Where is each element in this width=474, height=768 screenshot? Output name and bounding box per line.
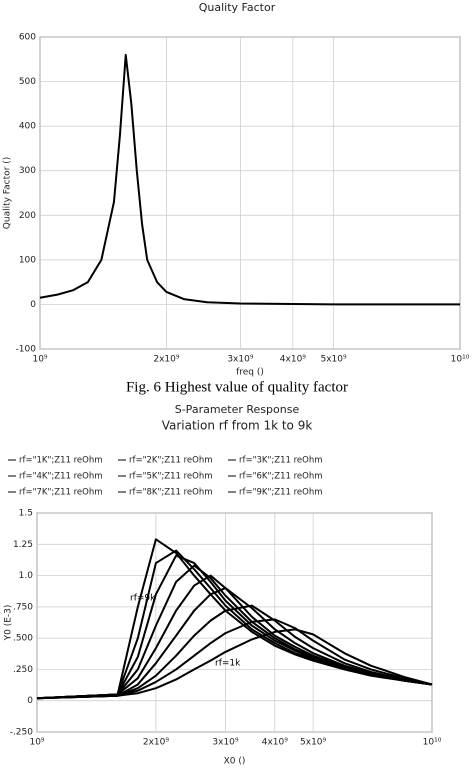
x-axis-label: X0 () <box>224 757 246 767</box>
y-tick-label: 400 <box>19 122 36 132</box>
y-tick-label: 1.5 <box>19 509 33 519</box>
figure-caption: Fig. 6 Highest value of quality factor <box>126 379 348 395</box>
legend-label: rf="7K";Z11 reOhm <box>19 488 103 498</box>
chart-subtitle: Variation rf from 1k to 9k <box>162 419 313 433</box>
data-line <box>39 53 460 306</box>
y-tick-label: 500 <box>19 77 36 87</box>
plot-area <box>39 36 461 350</box>
legend-label: rf="3K";Z11 reOhm <box>239 456 323 466</box>
legend-label: rf="1K";Z11 reOhm <box>19 456 103 466</box>
legend-label: rf="9K";Z11 reOhm <box>239 488 323 498</box>
y-tick-label: 1.25 <box>13 540 33 550</box>
chart-title: Quality Factor <box>199 1 276 14</box>
x-tick-label: 2x10⁹ <box>153 355 180 365</box>
y-tick-label: 1.0 <box>19 571 34 581</box>
x-tick-label: 3x10⁹ <box>212 738 239 748</box>
x-tick-label: 3x10⁹ <box>227 355 254 365</box>
legend-label: rf="4K";Z11 reOhm <box>19 472 103 482</box>
y-tick-label: 600 <box>19 33 36 43</box>
legend-label: rf="8K";Z11 reOhm <box>129 488 213 498</box>
y-tick-label: -.250 <box>10 728 34 738</box>
x-tick-label: 4x10⁹ <box>280 355 307 365</box>
series-line <box>36 538 433 700</box>
y-tick-label: .250 <box>13 665 33 675</box>
y-axis-label: Y0 (E-3) <box>4 605 14 642</box>
y-tick-label: 300 <box>19 166 36 176</box>
series-line <box>36 628 433 700</box>
annotation: rf=1k <box>215 659 241 669</box>
x-tick-label: 10¹⁰ <box>451 355 470 365</box>
x-axis-label: freq () <box>236 368 264 378</box>
legend-label: rf="2K";Z11 reOhm <box>129 456 213 466</box>
y-tick-label: .500 <box>13 634 33 644</box>
plot-area <box>36 512 433 733</box>
x-tick-label: 10¹⁰ <box>423 738 442 748</box>
x-tick-label: 10⁹ <box>29 738 44 748</box>
y-tick-label: .750 <box>13 602 33 612</box>
series-line <box>36 618 433 700</box>
annotation: rf=9k <box>130 594 156 604</box>
chart-title: S-Parameter Response <box>175 403 300 416</box>
y-axis-label: Quality Factor () <box>3 157 13 229</box>
y-tick-label: 200 <box>19 211 36 221</box>
y-tick-label: 0 <box>27 696 33 706</box>
x-tick-label: 10⁹ <box>32 355 47 365</box>
y-tick-label: -100 <box>16 345 37 355</box>
x-tick-label: 2x10⁹ <box>143 738 170 748</box>
x-tick-label: 5x10⁹ <box>321 355 348 365</box>
legend-label: rf="6K";Z11 reOhm <box>239 472 323 482</box>
series-line <box>36 549 433 700</box>
y-tick-label: 100 <box>19 255 36 265</box>
legend-label: rf="5K";Z11 reOhm <box>129 472 213 482</box>
x-tick-label: 4x10⁹ <box>262 738 289 748</box>
x-tick-label: 5x10⁹ <box>300 738 327 748</box>
y-tick-label: 0 <box>30 300 36 310</box>
